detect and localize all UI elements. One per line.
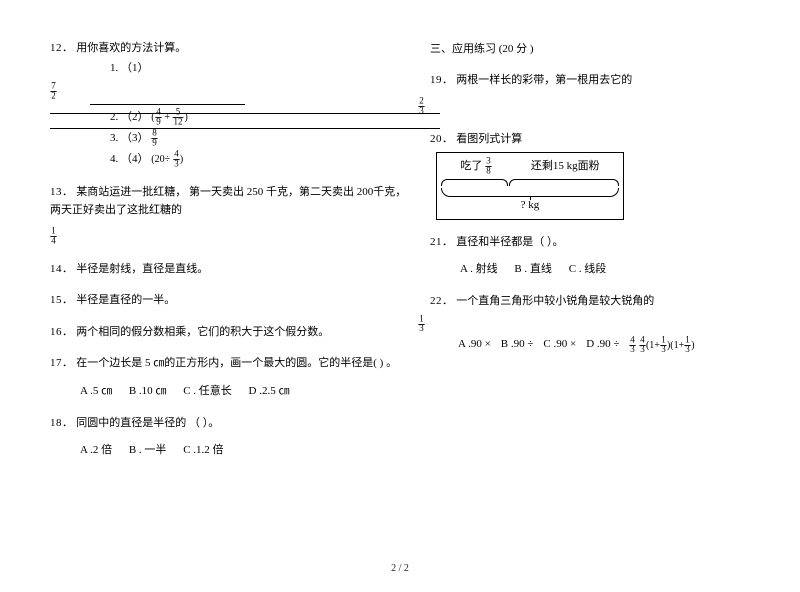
q17-options: A .5 ㎝ B .10 ㎝ C . 任意长 D .2.5 ㎝ — [80, 383, 410, 401]
right-column: 三、应用练习 (20 分 ) 19． 两根一样长的彩带，第一根用去它的 23 2… — [430, 40, 770, 474]
left-column: 12． 用你喜欢的方法计算。 1. （1） 72 2. （2） (49 + 51… — [50, 40, 410, 474]
q12-underline — [90, 104, 245, 105]
q17: 17． 在一个边长是 5 ㎝的正方形内，画一个最大的圆。它的半径是( ) 。 A… — [50, 355, 410, 400]
q15: 15． 半径是直径的一半。 — [50, 292, 410, 310]
page-footer: 2 / 2 — [0, 563, 800, 574]
q22-options: A .90 × B .90 ÷ C .90 × D .90 ÷ 43 43(1+… — [458, 335, 770, 356]
q19: 19． 两根一样长的彩带，第一根用去它的 23 — [430, 72, 770, 117]
q22-expr: 43 43(1+13)(1+13) — [629, 335, 694, 356]
q12-frac1: 72 — [50, 81, 410, 102]
q20-figure: 吃了 38 还剩15 kg面粉 ? kg — [436, 152, 624, 220]
q12-text: 用你喜欢的方法计算。 — [76, 42, 186, 54]
section-heading: 三、应用练习 (20 分 ) — [430, 40, 770, 56]
q12-sub1: 1. （1） — [110, 58, 410, 79]
q12: 12． 用你喜欢的方法计算。 1. （1） 72 2. （2） (49 + 51… — [50, 40, 410, 170]
q12-sub3: 3. （3） 89 — [110, 128, 410, 149]
q22: 22． 一个直角三角形中较小锐角是较大锐角的 13 A .90 × B .90 … — [430, 293, 770, 356]
q13-text: 某商站运进一批红糖， 第一天卖出 250 千克，第二天卖出 200千克，两天正好… — [50, 186, 406, 216]
q12-sub4: 4. （4） (20÷ 43) — [110, 149, 410, 170]
q21-options: A . 射线 B . 直线 C . 线段 — [460, 261, 770, 279]
q16: 16． 两个相同的假分数相乘，它们的积大于这个假分数。 — [50, 324, 410, 342]
q18-options: A .2 倍 B . 一半 C .1.2 倍 — [80, 442, 410, 460]
q12-sub2: 2. （2） (49 + 512) — [110, 107, 410, 128]
q18: 18． 同圆中的直径是半径的 （ ）。 A .2 倍 B . 一半 C .1.2… — [50, 415, 410, 460]
q13: 13． 某商站运进一批红糖， 第一天卖出 250 千克，第二天卖出 200千克，… — [50, 184, 410, 246]
q14: 14． 半径是射线，直径是直线。 — [50, 261, 410, 279]
q20: 20． 看图列式计算 吃了 38 还剩15 kg面粉 ? kg — [430, 131, 770, 220]
q21: 21． 直径和半径都是（ ）。 A . 射线 B . 直线 C . 线段 — [430, 234, 770, 279]
page: 12． 用你喜欢的方法计算。 1. （1） 72 2. （2） (49 + 51… — [0, 0, 800, 484]
q13-num: 13． — [50, 186, 74, 198]
q12-num: 12． — [50, 42, 74, 54]
